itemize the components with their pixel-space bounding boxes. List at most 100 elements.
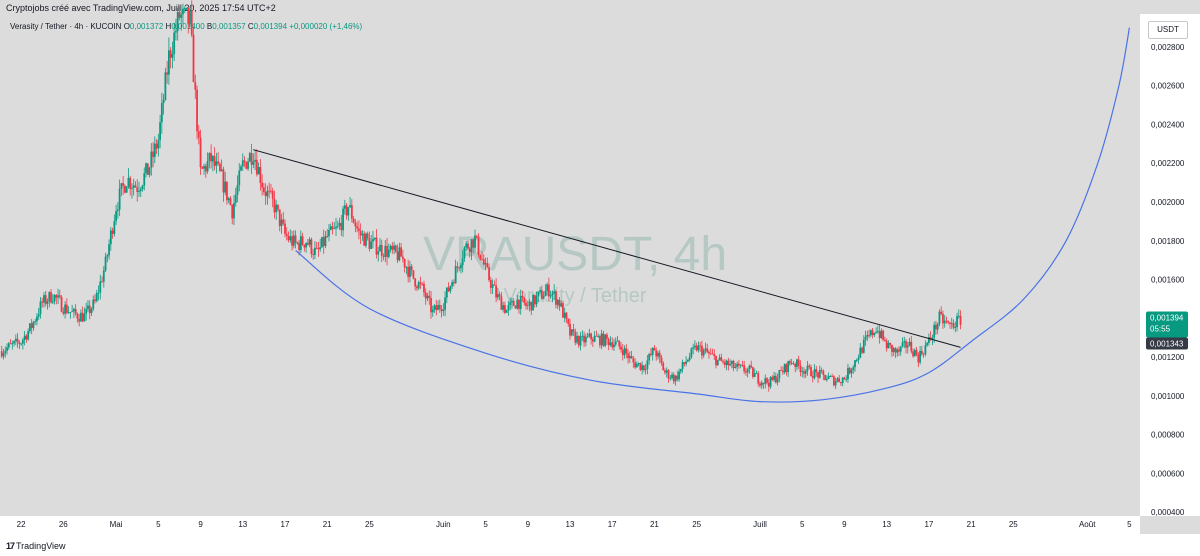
candle: [349, 197, 351, 208]
candle: [81, 306, 84, 323]
candle: [558, 297, 561, 311]
candle: [797, 355, 800, 369]
candle: [671, 371, 673, 380]
candle: [234, 187, 237, 207]
candle: [894, 347, 897, 358]
candle: [486, 257, 489, 269]
candle: [572, 323, 575, 336]
candle: [14, 334, 17, 346]
candle: [695, 342, 698, 352]
candle: [628, 351, 631, 363]
candle: [935, 320, 937, 335]
candle: [124, 184, 126, 194]
candle: [852, 364, 855, 374]
tradingview-logo-icon: 17: [6, 541, 15, 551]
candle: [405, 265, 408, 275]
candle: [366, 231, 369, 241]
candle: [278, 209, 281, 232]
candle: [586, 332, 589, 338]
candle: [257, 162, 260, 175]
candle: [243, 156, 246, 168]
time-tick-label: 25: [692, 520, 701, 529]
candle: [401, 249, 404, 263]
candle: [115, 204, 118, 226]
candle: [18, 340, 21, 350]
candle: [713, 349, 716, 360]
candle: [736, 361, 739, 372]
low-label: B: [206, 22, 213, 31]
candle: [637, 362, 640, 367]
tradingview-brand: TradingView: [16, 541, 66, 551]
candle: [192, 26, 195, 83]
candle: [208, 152, 211, 169]
drawings-layer[interactable]: [253, 27, 1130, 403]
candle: [549, 290, 552, 299]
second-price-tag: 0,001343: [1146, 337, 1188, 350]
candle: [488, 263, 490, 283]
candle: [539, 286, 541, 295]
candle: [266, 185, 269, 205]
candle: [511, 298, 513, 309]
candle: [34, 318, 37, 325]
time-tick-label: Août: [1079, 520, 1096, 529]
candle: [69, 311, 72, 319]
candle: [755, 370, 758, 375]
candle: [957, 309, 960, 319]
low-value: 0,001357: [212, 22, 246, 31]
candle: [129, 175, 132, 196]
candle: [289, 229, 292, 243]
trend-line[interactable]: [253, 149, 961, 348]
candle: [109, 227, 112, 251]
time-scale[interactable]: [0, 516, 1140, 534]
candle: [759, 381, 761, 388]
candle: [58, 289, 61, 299]
time-tick-label: 5: [156, 520, 161, 529]
candle: [72, 307, 75, 318]
time-tick-label: 25: [365, 520, 374, 529]
candle: [653, 345, 656, 351]
candle: [324, 231, 327, 249]
candle: [822, 369, 825, 381]
candle: [377, 246, 380, 262]
candle: [956, 312, 958, 332]
candle: [50, 289, 52, 304]
last-price-value: 0,001394: [1150, 314, 1184, 323]
candle: [504, 301, 506, 315]
candle: [206, 152, 209, 174]
candle: [87, 300, 89, 312]
candle: [152, 142, 154, 168]
candle: [139, 186, 142, 197]
candle: [792, 360, 795, 365]
price-scale[interactable]: [1140, 14, 1200, 516]
candle: [285, 227, 288, 241]
candle: [702, 348, 705, 358]
candle: [407, 259, 410, 283]
candle: [752, 366, 754, 379]
candle: [92, 295, 95, 312]
candle: [892, 346, 895, 357]
currency-button[interactable]: USDT: [1148, 21, 1188, 39]
open-value: 0,001372: [129, 22, 164, 31]
candle: [542, 291, 545, 300]
symbol-label[interactable]: Verasity / Tether · 4h · KUCOIN: [10, 22, 122, 31]
candle: [470, 239, 473, 261]
candle: [146, 163, 149, 175]
candle: [832, 375, 835, 387]
candle: [664, 368, 666, 375]
candle: [500, 292, 503, 310]
candle: [315, 241, 318, 250]
tradingview-logo[interactable]: 17 TradingView: [6, 541, 66, 551]
candle: [785, 362, 788, 376]
candle: [927, 333, 930, 346]
candle: [635, 361, 638, 368]
candle: [97, 285, 100, 301]
candle: [709, 348, 712, 355]
candle: [472, 238, 475, 254]
candle: [864, 330, 867, 346]
rounded-bottom-curve[interactable]: [295, 27, 1130, 403]
time-tick-label: 13: [238, 520, 247, 529]
candle: [460, 262, 462, 274]
candle: [704, 342, 707, 354]
candle: [424, 288, 427, 305]
